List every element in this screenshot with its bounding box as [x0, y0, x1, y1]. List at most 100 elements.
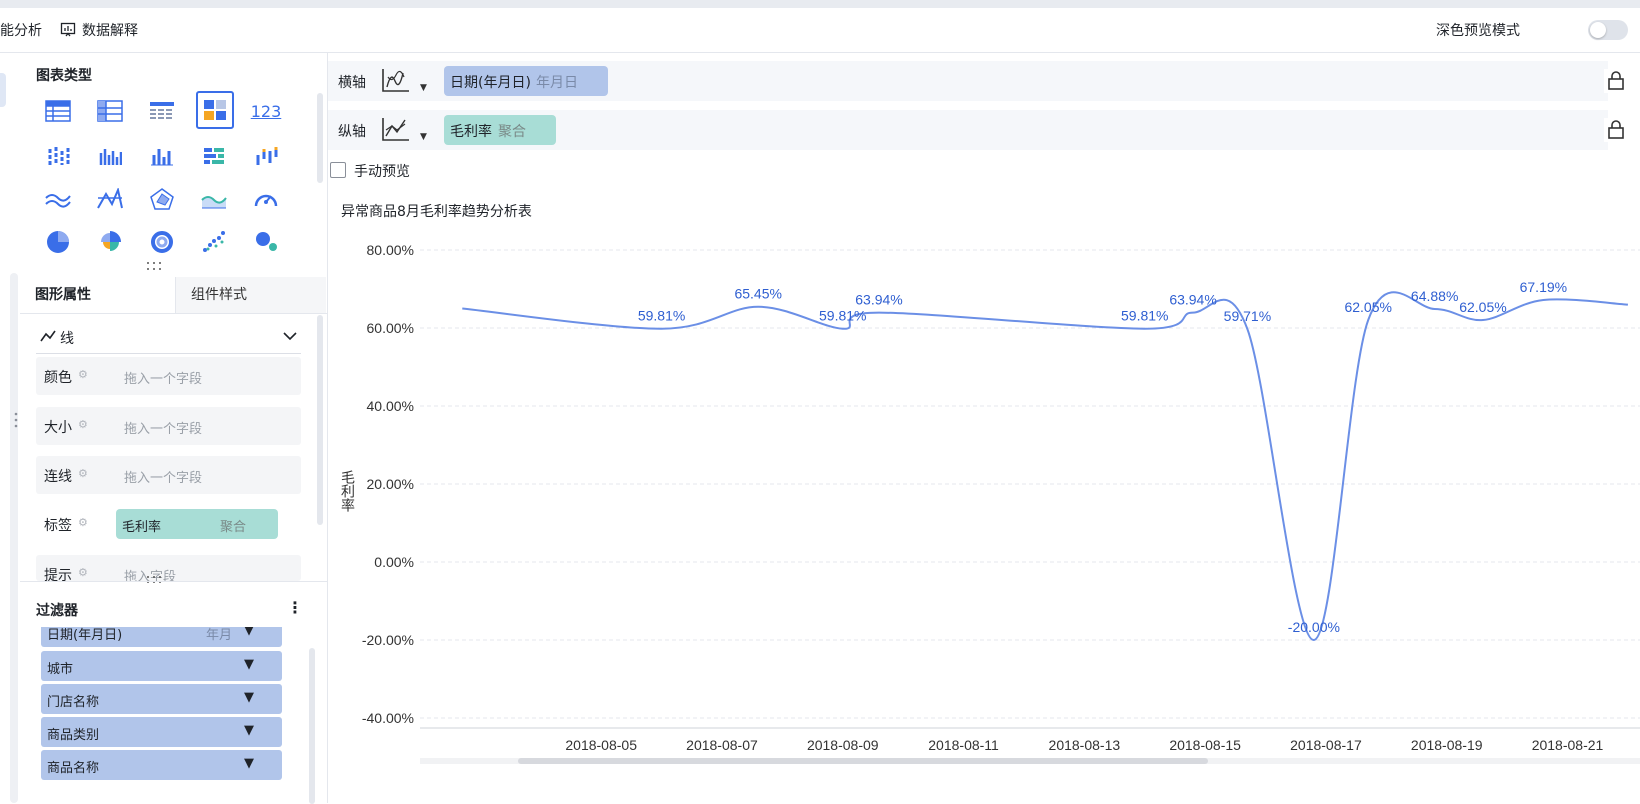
chart-type-scatter[interactable] — [196, 224, 232, 260]
prop-tooltip[interactable]: 提示 ⚙ 拖入字段 — [36, 555, 301, 581]
cross-table-icon — [97, 100, 123, 122]
chart-type-bar[interactable] — [144, 138, 180, 174]
drop-placeholder: 拖入字段 — [124, 570, 177, 581]
resize-handle-icon[interactable] — [146, 261, 162, 273]
chart-type-cross-table[interactable] — [92, 93, 128, 129]
y-axis-dropdown-icon[interactable]: ▼ — [420, 132, 427, 142]
chart-type-pie[interactable] — [40, 224, 76, 260]
h-scrollbar-thumb[interactable] — [518, 758, 1208, 764]
config-panel: 图表类型 123 — [20, 53, 328, 804]
filter-funnel-icon[interactable]: ▼ — [244, 657, 254, 672]
filter-item[interactable]: 城市 ▼ — [41, 651, 282, 681]
data-explain-button[interactable]: 数据解释 — [60, 20, 138, 40]
chart-type-stacked[interactable] — [196, 138, 232, 174]
y-tick-label: -20.00% — [362, 632, 414, 648]
gear-icon[interactable]: ⚙ — [78, 368, 88, 381]
toggle-knob — [1590, 22, 1606, 38]
mark-type-select[interactable]: 线 — [36, 323, 301, 354]
manual-preview-checkbox[interactable]: 手动预览 — [330, 161, 410, 181]
data-label: 67.19% — [1520, 279, 1567, 295]
dark-preview-label: 深色预览模式 — [1436, 23, 1520, 39]
lock-icon[interactable] — [1604, 69, 1628, 93]
label-field-pill[interactable]: 毛利率 聚合 — [116, 509, 278, 539]
dark-preview-toggle[interactable] — [1588, 20, 1628, 40]
data-explain-icon — [60, 22, 76, 37]
drop-placeholder: 拖入一个字段 — [124, 372, 203, 387]
prop-size[interactable]: 大小 ⚙ 拖入一个字段 — [36, 407, 301, 445]
chart-type-multi-bar[interactable] — [92, 138, 128, 174]
prop-label: 大小 — [44, 420, 72, 436]
gear-icon[interactable]: ⚙ — [78, 566, 88, 579]
chart-type-rose[interactable] — [92, 224, 128, 260]
chart-type-kpi[interactable]: 123 — [248, 93, 284, 129]
data-label: 63.94% — [1169, 292, 1216, 308]
chart-type-range-bar[interactable] — [248, 138, 284, 174]
filter-item[interactable]: 商品名称 ▼ — [41, 750, 282, 780]
filter-scrollbar[interactable] — [309, 648, 315, 804]
range-bar-icon — [256, 147, 278, 165]
chart-type-table[interactable] — [40, 93, 76, 129]
y-tick-label: 80.00% — [367, 242, 414, 258]
y-axis-field-pill[interactable]: 毛利率 聚合 — [444, 115, 556, 145]
filter-funnel-icon[interactable]: ▼ — [244, 723, 254, 738]
filter-item[interactable]: 日期(年月日) 年月 ▼ — [41, 627, 282, 647]
filter-name: 门店名称 — [47, 695, 100, 710]
chart-type-radar[interactable] — [144, 181, 180, 217]
multi-bar-icon — [99, 149, 122, 165]
rose-chart-icon — [101, 231, 121, 251]
data-label: 59.81% — [638, 308, 685, 324]
chart-type-bubble[interactable] — [248, 224, 284, 260]
chart-type-scrollbar[interactable] — [317, 93, 323, 183]
smart-analysis-tab[interactable]: 能分析 — [0, 23, 42, 39]
prop-connect-line[interactable]: 连线 ⚙ 拖入一个字段 — [36, 456, 301, 494]
data-explain-label: 数据解释 — [82, 23, 138, 39]
data-label: 62.05% — [1344, 299, 1391, 315]
x-tick-label: 2018-08-21 — [1532, 737, 1604, 753]
chart-type-line[interactable] — [40, 181, 76, 217]
pill-aggregate: 聚合 — [220, 520, 247, 535]
x-tick-label: 2018-08-19 — [1411, 737, 1483, 753]
tab-shape-props[interactable]: 图形属性 — [20, 277, 106, 313]
prop-color[interactable]: 颜色 ⚙ 拖入一个字段 — [36, 357, 301, 395]
lock-icon[interactable] — [1604, 118, 1628, 142]
gauge-icon — [254, 194, 278, 207]
gear-icon[interactable]: ⚙ — [78, 516, 88, 529]
y-axis-sort-icon[interactable] — [380, 116, 410, 144]
chart-type-donut[interactable] — [144, 224, 180, 260]
gear-icon[interactable]: ⚙ — [78, 467, 88, 480]
rail-scrollbar[interactable] — [10, 273, 18, 803]
filter-funnel-icon[interactable]: ▼ — [244, 690, 254, 705]
chart-type-radar-line[interactable] — [92, 181, 128, 217]
x-axis-field-pill[interactable]: 日期(年月日) 年月日 — [444, 66, 608, 96]
x-axis-dropdown-icon[interactable]: ▼ — [420, 83, 427, 93]
tab-component-style[interactable]: 组件样式 — [175, 277, 326, 313]
data-label: 62.05% — [1459, 299, 1506, 315]
checkbox-box[interactable] — [330, 162, 346, 178]
filter-funnel-icon[interactable]: ▼ — [244, 756, 254, 771]
pill-field-name: 毛利率 — [122, 520, 162, 535]
x-axis-sort-icon[interactable] — [380, 67, 410, 95]
y-tick-label: 40.00% — [367, 398, 414, 414]
x-field-granularity: 年月日 — [536, 75, 578, 91]
drop-placeholder: 拖入一个字段 — [124, 471, 203, 486]
filter-funnel-icon[interactable]: ▼ — [244, 627, 254, 638]
chart-type-gauge[interactable] — [248, 181, 284, 217]
data-label: 64.88% — [1411, 288, 1458, 304]
property-scrollbar[interactable] — [317, 315, 323, 525]
chart-type-custom[interactable] — [196, 91, 234, 129]
chart-type-detail-table[interactable] — [144, 93, 180, 129]
y-tick-label: 60.00% — [367, 320, 414, 336]
prop-label: 颜色 — [44, 370, 72, 386]
filter-item[interactable]: 商品类别 ▼ — [41, 717, 282, 747]
top-toolbar: 能分析 数据解释 深色预览模式 — [0, 8, 1640, 53]
chart-type-area[interactable] — [196, 181, 232, 217]
data-label: 59.81% — [819, 308, 866, 324]
gear-icon[interactable]: ⚙ — [78, 418, 88, 431]
filter-item[interactable]: 门店名称 ▼ — [41, 684, 282, 714]
series-line — [462, 291, 1628, 642]
filter-name: 商品类别 — [47, 728, 100, 743]
more-icon[interactable]: ⋮ — [287, 598, 303, 617]
y-tick-label: 0.00% — [374, 554, 414, 570]
prop-label-field[interactable]: 标签 ⚙ 毛利率 聚合 — [36, 505, 301, 543]
chart-type-grouped-table[interactable] — [40, 138, 76, 174]
